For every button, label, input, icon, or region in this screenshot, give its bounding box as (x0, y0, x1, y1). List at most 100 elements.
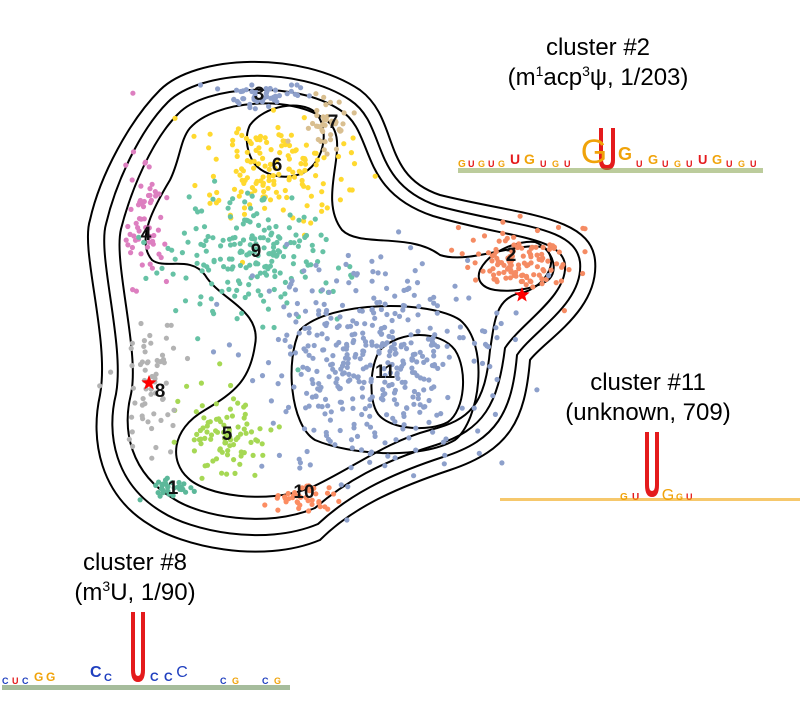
svg-text:G: G (34, 670, 43, 684)
point-cluster-11 (351, 425, 357, 431)
point-cluster-11 (316, 311, 322, 317)
point-cluster-9 (277, 235, 283, 241)
point-cluster-9 (257, 270, 263, 276)
point-cluster-9 (237, 249, 243, 255)
point-cluster-9 (261, 195, 267, 201)
point-cluster-9 (159, 265, 165, 271)
point-cluster-11 (296, 330, 302, 336)
point-cluster-7 (285, 138, 291, 144)
point-cluster-6 (234, 153, 240, 159)
point-cluster-9 (154, 270, 160, 276)
point-cluster-11 (413, 447, 419, 453)
point-cluster-6 (350, 135, 356, 141)
point-cluster-11 (421, 387, 427, 393)
point-cluster-9 (136, 234, 142, 240)
point-cluster-6 (238, 189, 244, 195)
point-cluster-7 (328, 132, 334, 138)
point-cluster-11 (404, 405, 410, 411)
point-cluster-9 (293, 232, 299, 238)
point-cluster-11 (344, 517, 350, 523)
point-cluster-6 (253, 135, 259, 141)
point-cluster-6 (298, 170, 304, 176)
point-cluster-11 (382, 379, 388, 385)
point-cluster-5 (238, 453, 244, 459)
point-cluster-11 (283, 409, 289, 415)
svg-text:G: G (676, 492, 683, 502)
point-cluster-9 (225, 279, 231, 285)
logo-highlight-cluster-8 (131, 612, 145, 682)
point-cluster-11 (326, 289, 332, 295)
point-cluster-11 (345, 484, 351, 490)
point-cluster-10 (294, 493, 300, 499)
point-cluster-10 (309, 497, 315, 503)
point-cluster-7 (323, 102, 329, 108)
point-cluster-6 (268, 147, 274, 153)
point-cluster-1 (169, 480, 175, 486)
point-cluster-7 (332, 121, 338, 127)
point-cluster-11 (364, 421, 370, 427)
point-cluster-9 (205, 233, 211, 240)
point-cluster-6 (276, 194, 282, 200)
point-cluster-11 (306, 325, 312, 331)
point-cluster-2 (519, 245, 525, 251)
point-cluster-9 (245, 190, 251, 196)
point-cluster-2 (531, 272, 537, 278)
point-cluster-11 (444, 328, 450, 334)
point-cluster-6 (264, 139, 270, 145)
point-cluster-11 (282, 337, 288, 343)
point-cluster-11 (279, 373, 285, 379)
contour-outer-2 (103, 74, 582, 537)
point-cluster-4 (149, 181, 155, 187)
point-cluster-11 (427, 325, 433, 331)
point-cluster-2 (545, 258, 551, 264)
point-cluster-11 (288, 281, 294, 287)
point-cluster-2 (534, 264, 541, 270)
point-cluster-11 (336, 323, 342, 329)
svg-text:U: U (686, 159, 693, 169)
point-cluster-11 (332, 369, 338, 375)
point-cluster-11 (384, 311, 390, 318)
point-cluster-9 (290, 261, 296, 267)
point-cluster-11 (392, 455, 398, 461)
point-cluster-5 (235, 424, 241, 430)
point-cluster-3 (236, 100, 242, 107)
point-cluster-3 (274, 99, 280, 105)
point-cluster-9 (232, 293, 238, 299)
point-cluster-11 (325, 403, 331, 409)
point-cluster-5 (224, 414, 230, 420)
point-cluster-4 (136, 228, 142, 234)
point-cluster-11 (411, 401, 417, 407)
point-cluster-2 (540, 244, 546, 250)
point-cluster-4 (140, 204, 147, 210)
point-cluster-2 (481, 233, 488, 239)
point-cluster-6 (275, 124, 281, 131)
point-cluster-2 (509, 253, 515, 259)
point-cluster-5 (231, 457, 237, 463)
point-cluster-4 (123, 237, 129, 243)
point-cluster-9 (323, 280, 329, 286)
point-cluster-3 (259, 99, 266, 105)
point-cluster-11 (396, 313, 403, 319)
point-cluster-4 (147, 261, 153, 267)
point-cluster-6 (289, 148, 296, 154)
point-cluster-11 (304, 448, 310, 455)
point-cluster-6 (298, 161, 304, 167)
point-cluster-11 (415, 312, 421, 318)
point-cluster-5 (230, 396, 237, 402)
point-cluster-11 (475, 428, 481, 434)
point-cluster-9 (201, 242, 207, 248)
point-cluster-6 (243, 135, 249, 141)
point-cluster-5 (229, 413, 235, 419)
point-cluster-6 (257, 150, 263, 156)
point-cluster-2 (501, 269, 507, 275)
point-cluster-11 (287, 351, 294, 357)
point-cluster-11 (444, 343, 450, 349)
point-cluster-9 (181, 230, 187, 236)
point-cluster-11 (316, 381, 322, 387)
point-cluster-8 (142, 401, 148, 407)
point-cluster-11 (359, 385, 365, 391)
point-cluster-9 (246, 291, 252, 297)
point-cluster-7 (324, 151, 330, 157)
point-cluster-9 (257, 235, 263, 241)
